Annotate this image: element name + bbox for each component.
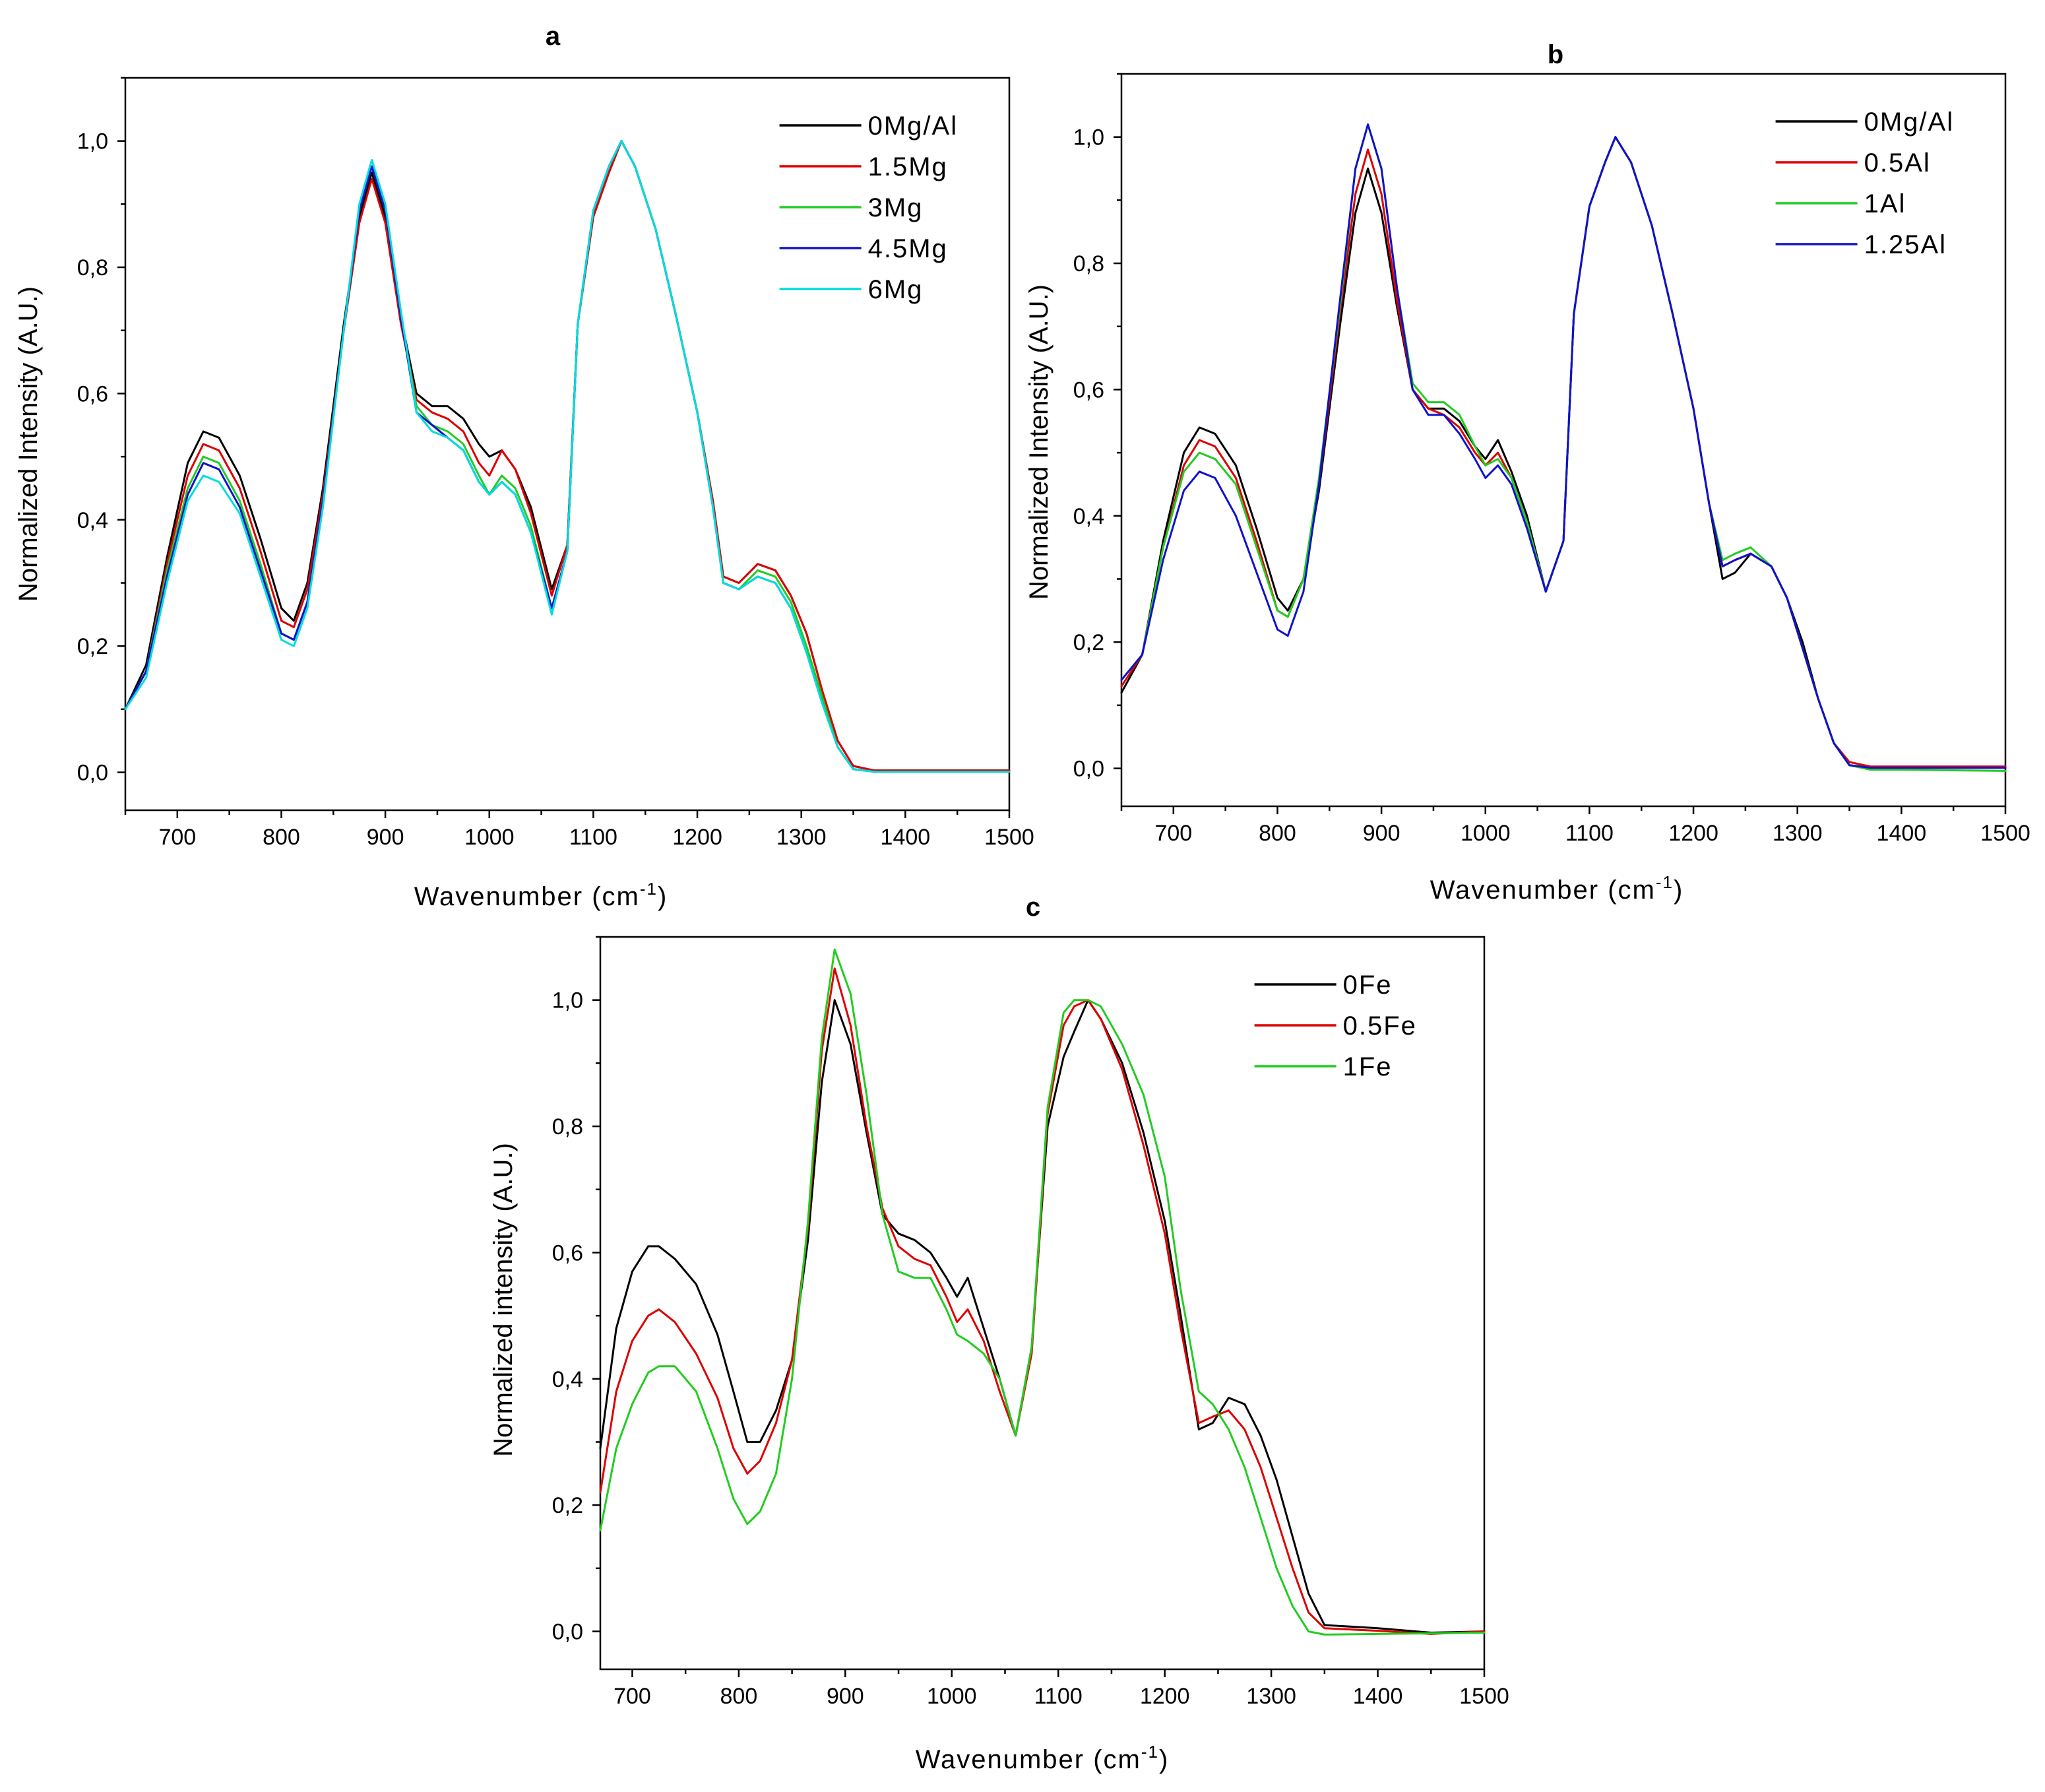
panel-b-xlabel-sup: -1	[1656, 872, 1674, 892]
panel-c-xtick-label: 1500	[1459, 1684, 1509, 1709]
panel-c-xlabel: Wavenumber (cm-1)	[916, 1742, 1170, 1774]
panel-a-xlabel-sup: -1	[640, 879, 658, 899]
panel-b-xtick-label: 1000	[1461, 821, 1511, 846]
panel-b-series-2	[1120, 123, 2007, 772]
panel-c-xlabel-end: )	[1159, 1745, 1169, 1774]
panel-a-xlabel-main: Wavenumber (cm	[414, 882, 640, 911]
panel-a-xlabel: Wavenumber (cm-1)	[414, 879, 668, 911]
panel-c-plot-area	[599, 936, 1486, 1671]
panel-a-plot-area	[124, 77, 1011, 812]
panel-a-xtick-label: 1100	[569, 825, 617, 850]
panel-b-xtick-label: 1300	[1773, 821, 1823, 846]
panel-b-ylabel: Normalized Intensity (A.U.)	[1024, 284, 1054, 600]
panel-c-ytick-label: 1,0	[552, 988, 583, 1013]
panel-a-ytick-label: 1,0	[77, 129, 108, 154]
panel-b-legend-label: 1.25Al	[1864, 230, 1947, 259]
panel-b-ytick-label: 0,8	[1073, 251, 1104, 276]
panel-c-xtick-label: 1000	[927, 1684, 977, 1709]
panel-a-legend-label: 3Mg	[868, 193, 924, 222]
panel-a-legend-label: 4.5Mg	[868, 234, 948, 263]
panel-c-ylabel: Normalized intensity (A.U.)	[489, 1143, 518, 1457]
panel-b-ytick-label: 1,0	[1073, 125, 1104, 150]
panel-b-ytick-label: 0,4	[1073, 504, 1104, 529]
panel-a-series-1	[124, 140, 1011, 772]
panel-c-xtick-label: 1300	[1246, 1684, 1296, 1709]
panel-a-content: 700 800 900 1000 1100 1200 1300 1400 1500 0,0 0,2 0…	[77, 77, 1034, 850]
panel-a-letter: a	[546, 22, 561, 51]
panel-c-xlabel-main: Wavenumber (cm	[916, 1745, 1141, 1774]
panel-b-legend-label: 1Al	[1864, 189, 1906, 218]
panel-b-xtick-label: 1500	[1980, 821, 2030, 846]
panel-b-ytick-label: 0,6	[1073, 377, 1104, 402]
panel-a-ytick-label: 0,0	[77, 761, 108, 786]
panel-a-xtick-label: 1300	[776, 825, 827, 850]
panel-c-series-0	[599, 999, 1486, 1634]
panel-c-legend-label: 0.5Fe	[1343, 1011, 1417, 1040]
panel-b-letter: b	[1548, 40, 1563, 69]
panel-c-xtick-label: 1400	[1353, 1684, 1403, 1709]
panel-a-xtick-label: 800	[263, 825, 300, 850]
panel-a-ytick-label: 0,6	[77, 381, 108, 406]
panel-b-xlabel-main: Wavenumber (cm	[1430, 876, 1656, 905]
panel-b-xlabel: Wavenumber (cm-1)	[1430, 872, 1684, 905]
panel-c-ytick-label: 0,0	[552, 1620, 583, 1645]
panel-c-ytick-label: 0,2	[552, 1493, 583, 1518]
panel-a: a 700 800 900 1000 1100 1200 1300 1400 1500 0,0 0,…	[14, 22, 1034, 911]
panel-b-xtick-label: 700	[1154, 821, 1192, 846]
panel-a-legend-label: 6Mg	[868, 275, 924, 304]
panel-c-ytick-label: 0,6	[552, 1240, 583, 1265]
panel-a-ytick-label: 0,2	[77, 634, 108, 659]
panel-c-content: 700 800 900 1000 1100 1200 1300 1400 1500 0,0 0,2 0…	[552, 936, 1509, 1709]
panel-a-xtick-label: 700	[158, 825, 196, 850]
panel-b-xtick-label: 1400	[1877, 821, 1927, 846]
panel-c: c 700 800 900 1000 1100 1200 1300 1400 1500 0,0 0,…	[489, 893, 1509, 1774]
panel-b-xtick-label: 900	[1363, 821, 1400, 846]
panel-a-series-4	[124, 140, 1011, 773]
panel-c-xlabel-sup: -1	[1141, 1742, 1159, 1762]
panel-a-xtick-label: 1500	[984, 825, 1034, 850]
panel-b-content: 700 800 900 1000 1100 1200 1300 1400 1500 0,0 0,2 0…	[1073, 73, 2030, 846]
panel-a-xtick-label: 1000	[464, 825, 515, 850]
panel-c-series-1	[599, 967, 1486, 1635]
panel-a-ylabel: Normalized Intensity (A.U.)	[14, 286, 43, 602]
panel-c-xtick-label: 1200	[1140, 1684, 1190, 1709]
panel-c-xtick-label: 800	[720, 1684, 758, 1709]
panel-a-ytick-label: 0,8	[77, 255, 108, 280]
panel-c-ytick-label: 0,4	[552, 1367, 583, 1392]
panel-a-xtick-label: 1200	[672, 825, 722, 850]
panel-b: b 700 800 900 1000 1100 1200 1300 1400 1500 0,0 0,…	[1024, 40, 2030, 905]
panel-b-plot-area	[1120, 73, 2007, 808]
panel-c-legend-label: 0Fe	[1343, 971, 1393, 1000]
panel-b-ytick-label: 0,2	[1073, 630, 1104, 655]
panel-a-xlabel-end: )	[658, 882, 668, 911]
panel-b-xtick-label: 800	[1259, 821, 1296, 846]
panel-b-xtick-label: 1100	[1565, 821, 1614, 846]
panel-a-xtick-label: 1400	[881, 825, 931, 850]
panel-b-series-3	[1120, 123, 2007, 769]
panel-b-legend-label: 0Mg/Al	[1864, 108, 1955, 137]
panel-a-ytick-label: 0,4	[77, 508, 108, 533]
panel-c-xtick-label: 900	[827, 1684, 864, 1709]
panel-a-legend-label: 0Mg/Al	[868, 112, 959, 141]
panel-b-xtick-label: 1200	[1668, 821, 1718, 846]
panel-c-ytick-label: 0,8	[552, 1114, 583, 1139]
panel-c-series-2	[599, 948, 1486, 1636]
panel-b-xlabel-end: )	[1674, 876, 1683, 905]
panel-c-xtick-label: 700	[614, 1684, 651, 1709]
panel-a-xtick-label: 900	[367, 825, 404, 850]
panel-c-legend-label: 1Fe	[1343, 1052, 1393, 1081]
panel-a-legend-label: 1.5Mg	[868, 152, 948, 181]
panel-b-ytick-label: 0,0	[1073, 757, 1104, 782]
panel-c-letter: c	[1026, 893, 1040, 922]
panel-c-xtick-label: 1100	[1034, 1684, 1083, 1709]
panel-b-legend-label: 0.5Al	[1864, 148, 1931, 177]
